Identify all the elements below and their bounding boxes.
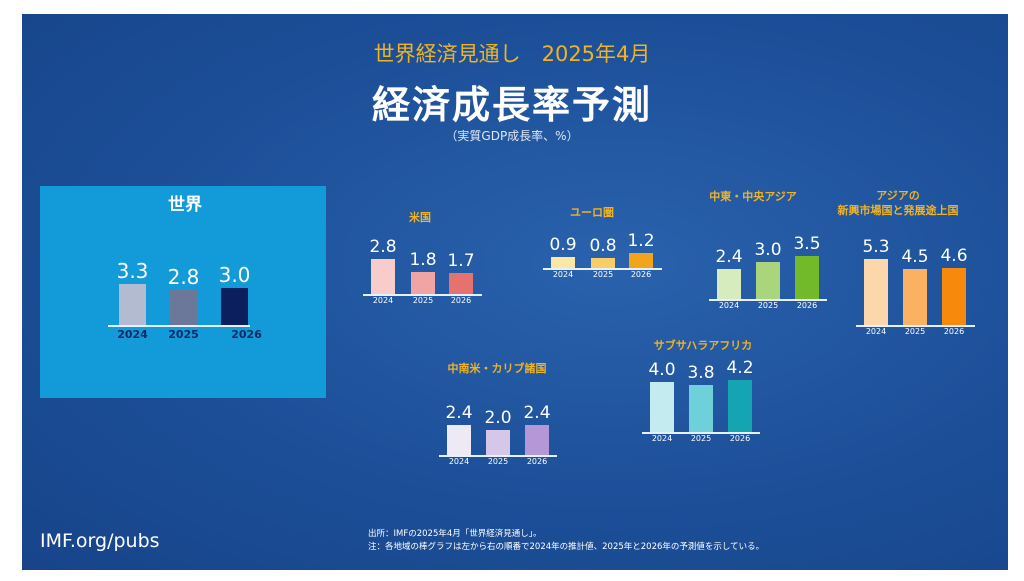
x-tick-label: 2025 <box>168 328 199 341</box>
x-axis-line <box>543 268 662 270</box>
data-label: 2.8 <box>167 265 200 290</box>
x-tick-label: 2026 <box>729 434 751 443</box>
source-note: 出所：IMFの2025年4月「世界経済見通し」。 <box>368 529 542 539</box>
chart-title: 米国 <box>409 211 431 224</box>
supertitle: 世界経済見通し 2025年4月 <box>373 42 651 66</box>
x-axis-line <box>363 294 482 296</box>
x-axis-line <box>709 299 827 301</box>
x-axis-line <box>108 325 250 327</box>
chart-title: 中南米・カリブ諸国 <box>447 362 547 375</box>
data-label: 4.5 <box>901 247 929 268</box>
x-tick-label: 2024 <box>552 270 574 279</box>
data-label: 3.0 <box>754 239 782 260</box>
x-axis-line <box>642 432 760 434</box>
bar-2025 <box>689 384 713 432</box>
explanation-note: 注：各地域の棒グラフは左から右の順番で2024年の推計値、2025年と2026年… <box>368 542 765 552</box>
data-label: 0.9 <box>549 234 577 255</box>
bar-2026 <box>525 425 549 455</box>
bar-2024 <box>717 269 741 299</box>
bar-2025 <box>756 261 780 299</box>
bar-2025 <box>903 269 927 325</box>
data-label: 3.8 <box>687 362 715 383</box>
chart-title: 中東・中央アジア <box>709 190 797 203</box>
data-label: 1.8 <box>409 249 437 270</box>
data-label: 1.7 <box>447 250 475 271</box>
bar-2026 <box>221 287 248 325</box>
data-label: 1.2 <box>627 231 655 252</box>
bar-2024 <box>864 259 888 325</box>
bar-2026 <box>795 255 819 299</box>
data-label: 4.6 <box>940 245 968 266</box>
bar-2025 <box>170 290 197 325</box>
bar-2024 <box>371 259 395 294</box>
x-tick-label: 2026 <box>796 301 818 310</box>
footnotes: 出所：IMFの2025年4月「世界経済見通し」。 注：各地域の棒グラフは左から右… <box>368 528 764 554</box>
x-tick-label: 2026 <box>630 270 652 279</box>
bar-2026 <box>449 272 473 294</box>
bar-2025 <box>486 430 510 455</box>
x-tick-label: 2026 <box>526 457 548 466</box>
x-tick-label: 2026 <box>450 296 472 305</box>
x-tick-label: 2024 <box>651 434 673 443</box>
bar-2026 <box>942 267 966 325</box>
x-tick-label: 2026 <box>231 328 262 341</box>
bar-2024 <box>447 425 471 455</box>
bar-2025 <box>591 258 615 268</box>
data-label: 2.4 <box>523 403 551 424</box>
chart-title: アジアの 新興市場国と発展途上国 <box>837 189 959 217</box>
bar-2026 <box>728 379 752 432</box>
chart-title: ユーロ圏 <box>570 206 614 219</box>
x-tick-label: 2024 <box>117 328 148 341</box>
x-tick-label: 2026 <box>943 327 965 336</box>
chart-title: サブサハラアフリカ <box>653 339 753 352</box>
data-label: 3.5 <box>793 233 821 254</box>
x-axis-line <box>439 455 557 457</box>
x-tick-label: 2025 <box>412 296 434 305</box>
brand-link[interactable]: IMF.org/pubs <box>40 530 160 552</box>
bar-2024 <box>119 284 146 325</box>
bar-2024 <box>551 256 575 268</box>
bar-2026 <box>629 253 653 268</box>
x-tick-label: 2024 <box>718 301 740 310</box>
data-label: 2.0 <box>484 408 512 429</box>
x-tick-label: 2024 <box>448 457 470 466</box>
data-label: 2.4 <box>715 247 743 268</box>
unit-label: （実質GDP成長率、%） <box>445 129 579 143</box>
x-tick-label: 2024 <box>865 327 887 336</box>
data-label: 3.0 <box>218 262 251 287</box>
x-axis-line <box>856 325 975 327</box>
data-label: 4.0 <box>648 360 676 381</box>
chart-title: 世界 <box>168 195 202 215</box>
x-tick-label: 2024 <box>372 296 394 305</box>
x-tick-label: 2025 <box>904 327 926 336</box>
data-label: 2.4 <box>445 403 473 424</box>
page-title: 経済成長率予測 <box>371 83 652 127</box>
data-label: 0.8 <box>589 236 617 257</box>
data-label: 5.3 <box>862 237 890 258</box>
data-label: 3.3 <box>116 259 149 284</box>
data-label: 2.8 <box>369 237 397 258</box>
x-tick-label: 2025 <box>757 301 779 310</box>
x-tick-label: 2025 <box>487 457 509 466</box>
x-tick-label: 2025 <box>690 434 712 443</box>
bar-2025 <box>411 271 435 294</box>
x-tick-label: 2025 <box>592 270 614 279</box>
data-label: 4.2 <box>726 357 754 378</box>
bar-2024 <box>650 382 674 432</box>
